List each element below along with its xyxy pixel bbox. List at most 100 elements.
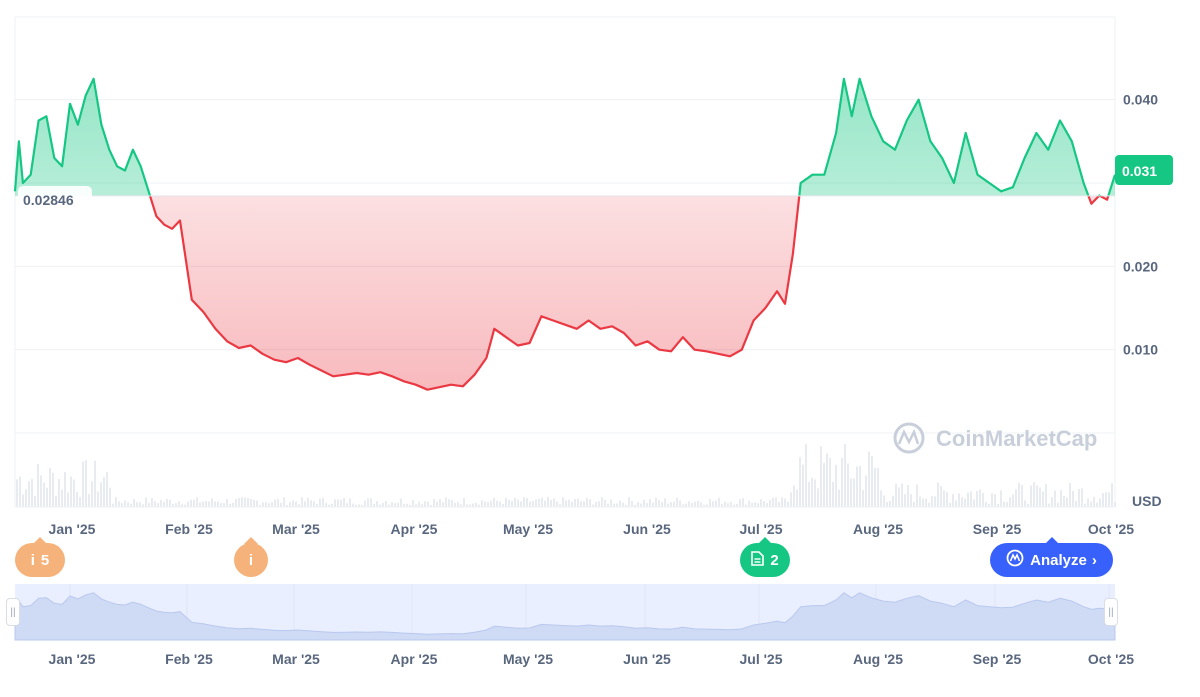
volume-bar <box>589 499 591 507</box>
volume-bar <box>19 476 21 507</box>
volume-bar <box>559 504 561 507</box>
volume-bar <box>946 492 948 507</box>
volume-bar <box>400 498 402 507</box>
volume-bar <box>736 503 738 507</box>
volume-bar <box>595 502 597 507</box>
volume-bar <box>457 502 459 507</box>
event-marker-jul[interactable]: 2 <box>740 537 790 577</box>
volume-bar <box>640 503 642 507</box>
volume-bar <box>808 481 810 507</box>
volume-bar <box>343 498 345 507</box>
volume-bar <box>670 502 672 507</box>
volume-bar <box>247 498 249 507</box>
volume-bar <box>757 503 759 507</box>
volume-bar <box>508 499 510 507</box>
volume-bar <box>631 500 633 507</box>
navigator-x-tick-label: Aug '25 <box>853 651 903 667</box>
volume-bar <box>484 501 486 507</box>
volume-bar <box>748 500 750 507</box>
event-marker-mar[interactable]: i <box>234 537 268 577</box>
volume-bar <box>658 500 660 507</box>
volume-bar <box>556 501 558 507</box>
volume-bar <box>835 464 837 507</box>
volume-bar <box>625 504 627 507</box>
volume-bar <box>613 503 615 507</box>
volume-bar <box>988 503 990 507</box>
volume-bar <box>763 501 765 507</box>
navigator-x-tick-label: Sep '25 <box>973 651 1022 667</box>
volume-bar <box>442 502 444 507</box>
volume-bar <box>91 481 93 507</box>
chart-frame <box>14 16 1116 507</box>
volume-bar <box>64 472 66 507</box>
event-count: 2 <box>770 551 779 569</box>
navigator-x-tick-label: Mar '25 <box>272 651 320 667</box>
volume-bar <box>25 489 27 507</box>
volume-bar <box>520 501 522 507</box>
volume-bar <box>1063 495 1065 507</box>
volume-bar <box>952 493 954 507</box>
analyze-icon <box>1006 549 1024 571</box>
volume-bar <box>349 498 351 507</box>
volume-bar <box>295 501 297 507</box>
volume-bar <box>70 476 72 507</box>
volume-bar <box>643 499 645 507</box>
volume-bar <box>274 499 276 507</box>
volume-bar <box>964 498 966 507</box>
volume-bar <box>115 497 117 507</box>
volume-bar <box>715 500 717 507</box>
volume-bar <box>142 504 144 507</box>
volume-bar <box>433 498 435 507</box>
volume-bar <box>334 499 336 507</box>
volume-bar <box>61 489 63 507</box>
volume-bar <box>814 479 816 507</box>
volume-bar <box>721 504 723 507</box>
volume-bar <box>430 504 432 507</box>
volume-bar <box>121 503 123 507</box>
volume-bar <box>286 504 288 507</box>
volume-bar <box>1033 482 1035 507</box>
volume-bar <box>1003 501 1005 507</box>
volume-bar <box>67 492 69 507</box>
event-marker-jan[interactable]: i 5 <box>15 537 65 577</box>
volume-bar <box>112 503 114 507</box>
volume-bar <box>571 501 573 507</box>
volume-bar <box>190 499 192 507</box>
volume-bar <box>598 501 600 507</box>
volume-bar <box>409 504 411 507</box>
y-tick-label: 0.040 <box>1123 92 1158 108</box>
volume-bar <box>31 478 33 507</box>
navigator-left-handle[interactable]: || <box>6 598 20 626</box>
area-below-baseline <box>15 195 1115 390</box>
volume-bar <box>691 502 693 507</box>
navigator-right-handle[interactable]: || <box>1104 598 1118 626</box>
volume-bar <box>118 501 120 507</box>
volume-bar <box>934 496 936 507</box>
volume-bar <box>277 499 279 507</box>
navigator-x-tick-label: Oct '25 <box>1088 651 1134 667</box>
volume-bar <box>841 458 843 507</box>
volume-bar <box>787 501 789 507</box>
volume-bar <box>820 446 822 507</box>
volume-bar <box>904 494 906 507</box>
volume-bar <box>1000 490 1002 507</box>
volume-bar <box>583 501 585 507</box>
volume-bar <box>505 497 507 507</box>
volume-bar <box>214 501 216 507</box>
volume-bar <box>991 493 993 507</box>
volume-bar <box>124 500 126 507</box>
volume-bar <box>22 494 24 507</box>
volume-bar <box>181 504 183 507</box>
volume-bar <box>1108 492 1110 507</box>
volume-bar <box>280 502 282 507</box>
navigator[interactable] <box>14 584 1116 641</box>
volume-bar <box>238 498 240 507</box>
volume-bar <box>772 497 774 507</box>
volume-bar <box>790 492 792 507</box>
analyze-button[interactable]: Analyze › <box>990 537 1113 577</box>
volume-bar <box>751 502 753 507</box>
volume-bar <box>532 501 534 507</box>
volume-bar <box>577 498 579 507</box>
volume-bar <box>34 495 36 507</box>
